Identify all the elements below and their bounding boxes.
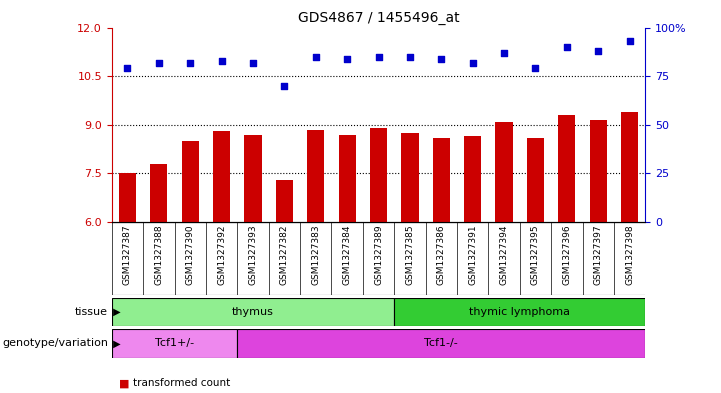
- Bar: [119, 173, 136, 222]
- Text: ■: ■: [119, 378, 130, 388]
- Bar: [370, 128, 387, 222]
- Bar: [275, 180, 293, 222]
- Bar: [150, 163, 167, 222]
- Bar: [464, 136, 482, 222]
- Text: GSM1327382: GSM1327382: [280, 224, 289, 285]
- Text: GSM1327385: GSM1327385: [405, 224, 415, 285]
- Point: [561, 44, 572, 50]
- Point: [310, 53, 322, 60]
- Text: Tcf1+/-: Tcf1+/-: [155, 338, 194, 349]
- Text: GSM1327394: GSM1327394: [500, 224, 508, 285]
- Text: GSM1327398: GSM1327398: [625, 224, 634, 285]
- Text: GSM1327395: GSM1327395: [531, 224, 540, 285]
- Bar: [590, 120, 607, 222]
- Text: GSM1327397: GSM1327397: [593, 224, 603, 285]
- Point: [153, 59, 164, 66]
- Bar: [244, 134, 262, 222]
- Point: [624, 38, 635, 44]
- Point: [593, 48, 604, 54]
- Text: GSM1327389: GSM1327389: [374, 224, 383, 285]
- Text: GSM1327390: GSM1327390: [186, 224, 195, 285]
- Text: GSM1327387: GSM1327387: [123, 224, 132, 285]
- Point: [341, 55, 353, 62]
- Bar: [558, 115, 575, 222]
- Text: transformed count: transformed count: [133, 378, 231, 388]
- Text: ▶: ▶: [110, 338, 121, 349]
- Text: GSM1327388: GSM1327388: [154, 224, 164, 285]
- Text: ▶: ▶: [110, 307, 121, 317]
- Bar: [621, 112, 638, 222]
- Bar: [213, 131, 230, 222]
- Bar: [433, 138, 450, 222]
- Point: [498, 50, 510, 56]
- Text: GSM1327396: GSM1327396: [562, 224, 571, 285]
- Text: thymus: thymus: [232, 307, 274, 317]
- Text: tissue: tissue: [75, 307, 108, 317]
- Point: [122, 65, 133, 72]
- Bar: [394, 298, 645, 326]
- Point: [185, 59, 196, 66]
- Title: GDS4867 / 1455496_at: GDS4867 / 1455496_at: [298, 11, 459, 25]
- Text: GSM1327386: GSM1327386: [437, 224, 446, 285]
- Bar: [237, 329, 645, 358]
- Point: [373, 53, 384, 60]
- Point: [467, 59, 479, 66]
- Point: [530, 65, 541, 72]
- Bar: [112, 298, 394, 326]
- Text: GSM1327392: GSM1327392: [217, 224, 226, 285]
- Bar: [495, 121, 513, 222]
- Bar: [402, 133, 418, 222]
- Bar: [182, 141, 199, 222]
- Text: GSM1327391: GSM1327391: [468, 224, 477, 285]
- Text: Tcf1-/-: Tcf1-/-: [425, 338, 458, 349]
- Point: [278, 83, 290, 89]
- Text: GSM1327393: GSM1327393: [249, 224, 257, 285]
- Bar: [339, 134, 355, 222]
- Text: genotype/variation: genotype/variation: [2, 338, 108, 349]
- Bar: [527, 138, 544, 222]
- Point: [435, 55, 447, 62]
- Text: GSM1327384: GSM1327384: [342, 224, 352, 285]
- Text: thymic lymphoma: thymic lymphoma: [469, 307, 570, 317]
- Text: GSM1327383: GSM1327383: [311, 224, 320, 285]
- Point: [404, 53, 416, 60]
- Point: [216, 57, 227, 64]
- Point: [247, 59, 259, 66]
- Bar: [112, 329, 237, 358]
- Bar: [307, 130, 324, 222]
